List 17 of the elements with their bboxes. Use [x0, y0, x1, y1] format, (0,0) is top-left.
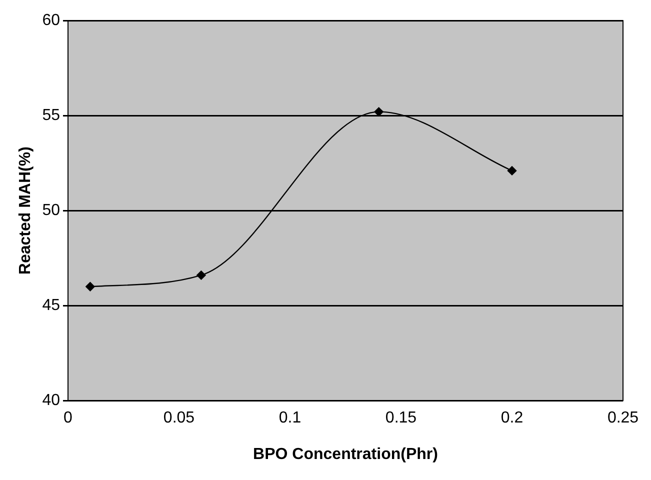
y-tick-label: 50: [42, 202, 60, 220]
x-axis-title: BPO Concentration(Phr): [253, 446, 438, 463]
point: [374, 107, 384, 116]
x-tick-label: 0.1: [278, 410, 302, 427]
y-tick-label: 45: [42, 297, 60, 314]
point: [196, 270, 206, 280]
y-tick-label: 60: [42, 12, 60, 30]
point: [86, 282, 95, 292]
y-axis-title: Reacted MAH(%): [17, 146, 34, 275]
x-tick-label: 0.25: [607, 410, 639, 427]
y-tick-label: 40: [42, 392, 60, 410]
point: [507, 166, 517, 176]
x-tick-label: 0: [64, 410, 73, 427]
x-tick-label: 0.05: [163, 410, 195, 427]
x-tick-label: 0.2: [500, 410, 524, 427]
y-tick-label: 55: [42, 107, 60, 124]
x-tick-label: 0.15: [385, 410, 417, 427]
